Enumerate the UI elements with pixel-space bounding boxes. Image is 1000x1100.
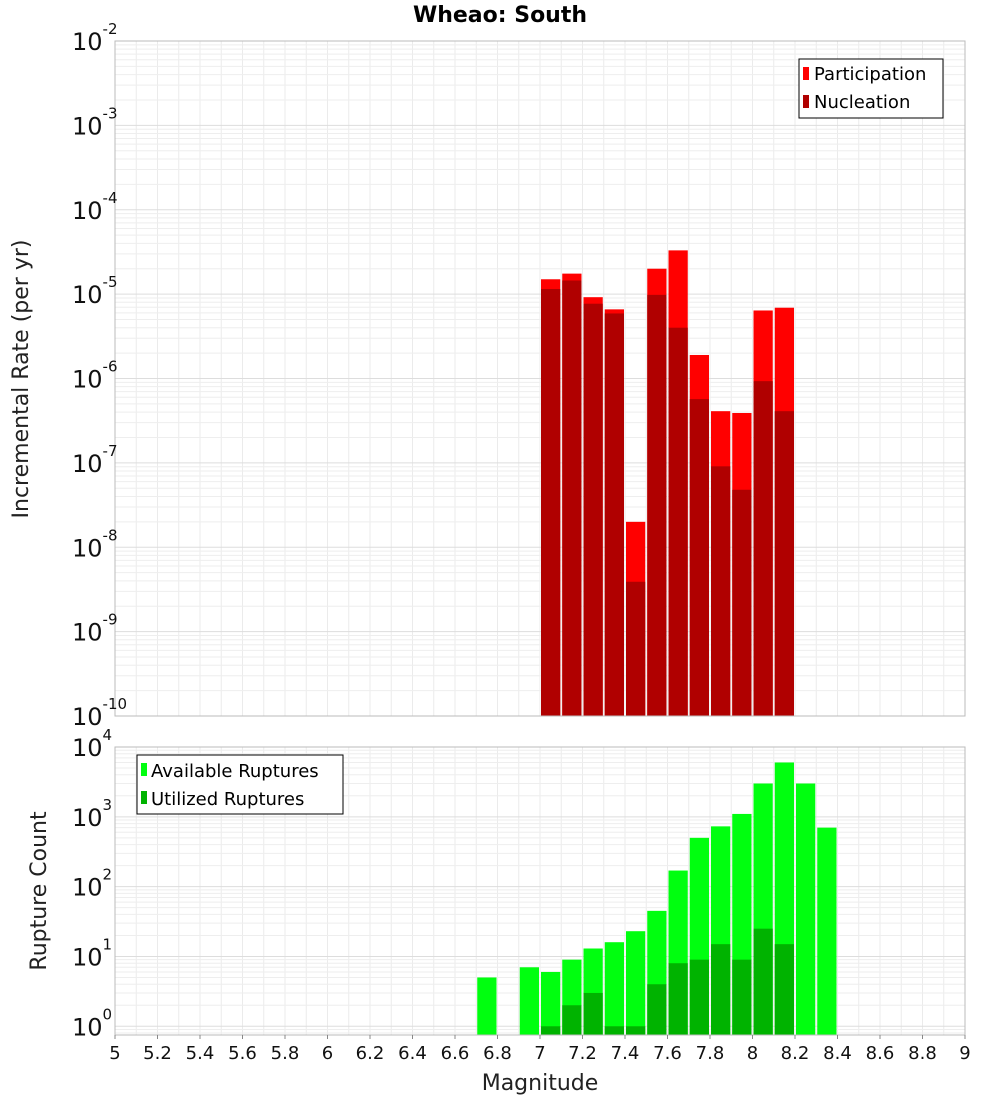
legend-swatch-available (141, 763, 147, 776)
bar-nucleation (711, 466, 731, 716)
bottom-y-tick-label: 101 (72, 935, 112, 971)
bar-available-ruptures (519, 967, 539, 1035)
chart-title: Wheao: South (413, 3, 587, 28)
bar-nucleation (583, 303, 603, 716)
bar-nucleation (732, 489, 752, 716)
bar-nucleation (689, 399, 709, 716)
bottom-bars (477, 762, 837, 1035)
bar-available-ruptures (541, 971, 561, 1035)
x-tick-label: 8.2 (781, 1043, 810, 1064)
bar-utilized-ruptures (774, 944, 794, 1035)
bar-available-ruptures (817, 827, 837, 1035)
top-plot-frame (114, 40, 966, 717)
bottom-chart: 100 101 102 103 104 Rupture Count Available … (27, 726, 966, 1041)
top-gridlines (114, 41, 966, 717)
x-tick-label: 7.8 (696, 1043, 725, 1064)
legend-label-participation: Participation (814, 64, 926, 85)
top-y-axis-label: Incremental Rate (per yr) (9, 240, 34, 519)
top-legend-box (798, 58, 944, 119)
x-tick-label: 7.6 (653, 1043, 682, 1064)
top-y-tick-label: 10-8 (72, 526, 118, 562)
x-tick-label: 9 (959, 1043, 970, 1064)
bar-utilized-ruptures (604, 1026, 624, 1035)
x-tick-label: 5.4 (186, 1043, 215, 1064)
legend-label-available: Available Ruptures (151, 761, 319, 782)
bar-utilized-ruptures (647, 984, 667, 1035)
top-bars (541, 250, 794, 717)
x-tick-label: 6.6 (441, 1043, 470, 1064)
top-y-tick-label: 10-10 (72, 695, 127, 731)
x-tick-label: 5.2 (143, 1043, 172, 1064)
x-tick-label: 7.2 (568, 1043, 597, 1064)
top-y-tick-label: 10-7 (72, 442, 118, 478)
bar-nucleation (647, 294, 667, 716)
legend-swatch-participation (803, 67, 809, 80)
bar-available-ruptures (796, 783, 816, 1035)
legend-label-nucleation: Nucleation (814, 92, 910, 113)
legend-label-utilized: Utilized Ruptures (151, 789, 304, 810)
x-tick-label: 8.6 (866, 1043, 895, 1064)
top-y-ticks: 10-10 10-9 10-8 10-7 10-6 10-5 10-4 10-3 10-2 (72, 20, 127, 731)
x-tick-label: 8.8 (908, 1043, 937, 1064)
bar-utilized-ruptures (668, 963, 688, 1035)
x-tick-label: 6 (322, 1043, 333, 1064)
top-legend: Participation Nucleation (798, 58, 944, 119)
top-y-tick-label: 10-4 (72, 189, 118, 225)
bottom-y-tick-label: 103 (72, 796, 112, 832)
top-y-tick-label: 10-3 (72, 104, 118, 140)
bottom-y-ticks: 100 101 102 103 104 (72, 726, 112, 1041)
top-chart: 10-10 10-9 10-8 10-7 10-6 10-5 10-4 10-3 10-2 In… (9, 20, 966, 731)
bar-available-ruptures (477, 977, 497, 1035)
x-axis-label: Magnitude (482, 1071, 599, 1096)
bar-nucleation (774, 411, 794, 716)
bottom-y-tick-label: 102 (72, 866, 112, 902)
bar-available-ruptures (604, 942, 624, 1035)
x-tick-label: 6.2 (356, 1043, 385, 1064)
bar-utilized-ruptures (753, 928, 773, 1035)
top-y-tick-label: 10-2 (72, 20, 118, 56)
x-tick-label: 8 (747, 1043, 758, 1064)
bar-utilized-ruptures (626, 1026, 646, 1035)
top-y-tick-label: 10-6 (72, 358, 118, 394)
top-y-tick-label: 10-5 (72, 273, 118, 309)
legend-swatch-utilized (141, 791, 147, 804)
x-tick-label: 6.8 (483, 1043, 512, 1064)
bottom-y-tick-label: 104 (72, 726, 112, 762)
bar-utilized-ruptures (711, 944, 731, 1035)
x-tick-label: 7 (534, 1043, 545, 1064)
bottom-y-tick-label: 100 (72, 1005, 112, 1041)
top-y-tick-label: 10-9 (72, 611, 118, 647)
legend-swatch-nucleation (803, 95, 809, 108)
bottom-legend-box (136, 754, 344, 815)
x-tick-label: 7.4 (611, 1043, 640, 1064)
x-tick-label: 5.6 (228, 1043, 257, 1064)
bar-nucleation (753, 381, 773, 716)
x-tick-label: 6.4 (398, 1043, 427, 1064)
bar-nucleation (626, 581, 646, 716)
bar-nucleation (604, 313, 624, 716)
bar-available-ruptures (626, 931, 646, 1035)
x-axis-ticks: 5 5.2 5.4 5.6 5.8 6 6.2 6.4 6.6 6.8 7 7.2 7.4 7.6 7.8 8… (109, 1035, 971, 1064)
bar-utilized-ruptures (732, 959, 752, 1035)
bar-nucleation (562, 280, 582, 716)
bar-nucleation (668, 327, 688, 716)
bottom-y-axis-label: Rupture Count (27, 811, 52, 971)
bottom-legend: Available Ruptures Utilized Ruptures (136, 754, 344, 815)
x-tick-label: 8.4 (823, 1043, 852, 1064)
bar-nucleation (541, 289, 561, 716)
bar-utilized-ruptures (583, 992, 603, 1035)
x-tick-label: 5 (109, 1043, 120, 1064)
bar-utilized-ruptures (541, 1026, 561, 1035)
x-tick-label: 5.8 (271, 1043, 300, 1064)
bar-utilized-ruptures (689, 959, 709, 1035)
bar-utilized-ruptures (562, 1005, 582, 1035)
